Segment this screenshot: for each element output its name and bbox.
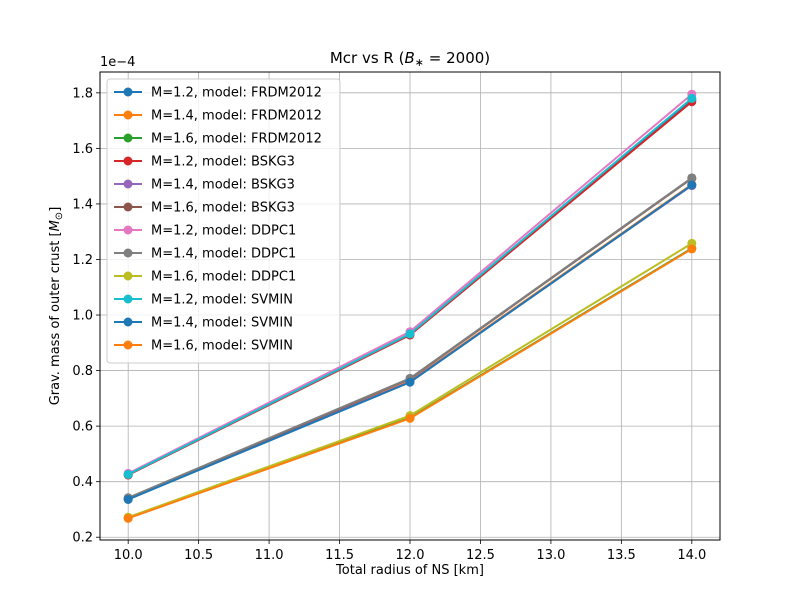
legend-label: M=1.6, model: BSKG3 <box>151 201 295 216</box>
y-axis: 0.2 0.4 0.6 0.8 1.0 1.2 1.4 1.6 1.8 <box>72 86 100 546</box>
data-point <box>123 494 133 504</box>
legend: M=1.2, model: FRDM2012 M=1.4, model: FRDM… <box>106 78 341 364</box>
data-point <box>405 413 415 423</box>
data-point <box>687 244 697 254</box>
legend-marker <box>123 87 133 97</box>
legend-label: M=1.2, model: FRDM2012 <box>151 86 322 101</box>
y-tick-label: 0.4 <box>72 475 93 490</box>
series-layer <box>123 89 697 523</box>
legend-marker <box>123 202 133 212</box>
x-tick-label: 12.0 <box>396 548 425 563</box>
legend-marker <box>123 248 133 258</box>
legend-label: M=1.4, model: SVMIN <box>151 316 293 331</box>
y-tick-label: 0.8 <box>72 364 93 379</box>
y-offset-label: 1e−4 <box>100 55 135 70</box>
legend-marker <box>123 317 133 327</box>
legend-marker <box>123 294 133 304</box>
x-tick-label: 10.0 <box>114 548 143 563</box>
x-tick-label: 11.5 <box>325 548 354 563</box>
y-tick-label: 1.4 <box>72 197 93 212</box>
data-point <box>123 513 133 523</box>
legend-marker <box>123 271 133 281</box>
legend-box <box>106 78 341 364</box>
data-point <box>405 329 415 339</box>
y-tick-label: 1.8 <box>72 86 93 101</box>
legend-label: M=1.2, model: BSKG3 <box>151 155 295 170</box>
legend-label: M=1.6, model: DDPC1 <box>151 270 296 285</box>
legend-marker <box>123 225 133 235</box>
y-tick-label: 0.2 <box>72 531 93 546</box>
data-point <box>687 180 697 190</box>
legend-marker <box>123 156 133 166</box>
data-point <box>123 469 133 479</box>
legend-marker <box>123 133 133 143</box>
legend-label: M=1.6, model: FRDM2012 <box>151 132 322 147</box>
legend-label: M=1.2, model: DDPC1 <box>151 224 296 239</box>
x-tick-label: 13.0 <box>536 548 565 563</box>
x-tick-label: 11.0 <box>255 548 284 563</box>
data-point <box>405 377 415 387</box>
data-point <box>687 173 697 183</box>
x-tick-label: 13.5 <box>607 548 636 563</box>
y-tick-label: 1.6 <box>72 142 93 157</box>
legend-label: M=1.4, model: DDPC1 <box>151 247 296 262</box>
legend-label: M=1.6, model: SVMIN <box>151 339 293 354</box>
y-tick-label: 1.0 <box>72 309 93 324</box>
chart-title: Mcr vs R (B∗ = 2000) <box>330 49 490 69</box>
x-tick-label: 12.5 <box>466 548 495 563</box>
legend-label: M=1.4, model: FRDM2012 <box>151 109 322 124</box>
y-axis-label: Grav. mass of outer crust [M⊙] <box>48 207 65 406</box>
data-point <box>687 93 697 103</box>
x-axis: 10.0 10.5 11.0 11.5 12.0 12.5 13.0 13.5 14.0 <box>114 540 706 563</box>
y-tick-label: 1.2 <box>72 253 93 268</box>
legend-marker <box>123 340 133 350</box>
x-tick-label: 10.5 <box>184 548 213 563</box>
x-tick-label: 14.0 <box>677 548 706 563</box>
legend-marker <box>123 179 133 189</box>
x-axis-label: Total radius of NS [km] <box>335 563 484 578</box>
legend-label: M=1.2, model: SVMIN <box>151 293 293 308</box>
legend-label: M=1.4, model: BSKG3 <box>151 178 295 193</box>
legend-marker <box>123 110 133 120</box>
y-tick-label: 0.6 <box>72 420 93 435</box>
